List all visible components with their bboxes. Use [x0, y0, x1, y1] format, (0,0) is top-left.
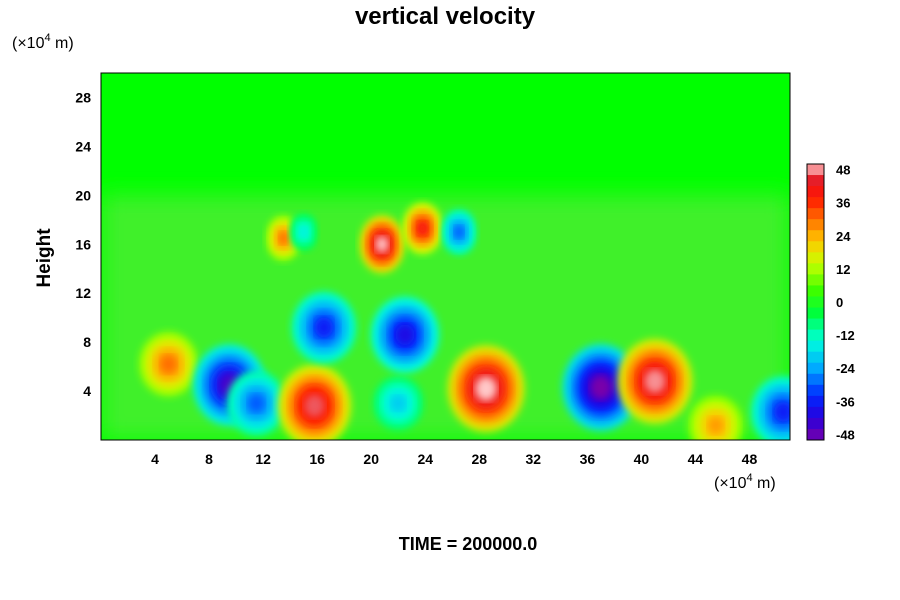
colorbar-segment: [807, 296, 824, 309]
colorbar-segment: [807, 329, 824, 342]
contour-ring: [391, 395, 406, 411]
feature-updraft: [402, 202, 443, 255]
colorbar-segment: [807, 384, 824, 397]
y-tick-label: 8: [83, 334, 91, 350]
colorbar-segment: [807, 362, 824, 375]
x-tick-label: 20: [363, 451, 379, 467]
colorbar-segment: [807, 274, 824, 286]
contour-ring: [304, 394, 325, 418]
contour-ring: [395, 324, 415, 346]
y-tick-label: 4: [83, 383, 91, 399]
feature-updraft: [617, 338, 693, 424]
y-tick-label: 16: [75, 236, 91, 252]
colorbar-tick-labels: 48 36 24 12 0 -12 -24 -36 -48: [836, 163, 856, 443]
colorbar-segment: [807, 351, 824, 364]
colorbar-tick-label: 48: [836, 163, 850, 178]
y-tick-label: 28: [75, 89, 91, 105]
plot-frame: [100, 72, 791, 441]
colorbar-tick-label: -36: [836, 394, 855, 409]
feature-updraft: [447, 345, 525, 433]
colorbar-tick-label: 36: [836, 196, 850, 211]
x-unit-label: (×104 m): [714, 472, 776, 492]
feature-downdraft: [373, 376, 424, 431]
colorbar-tick-label: -12: [836, 328, 855, 343]
feature-updraft: [688, 395, 744, 440]
colorbar-tick-label: -48: [836, 427, 855, 442]
contour-ring: [160, 355, 177, 374]
plot-area: [101, 73, 790, 440]
feature-downdraft: [370, 296, 439, 373]
y-tick-label: 24: [75, 138, 91, 154]
colorbar-tick-label: 24: [836, 229, 851, 244]
colorbar-segment: [807, 263, 824, 275]
colorbar-segment: [807, 373, 824, 386]
colorbar-segment: [807, 197, 824, 209]
contour-ring: [314, 317, 333, 338]
contour-ring: [644, 369, 666, 394]
x-tick-label: 16: [309, 451, 325, 467]
velocity-features: [139, 202, 790, 440]
x-tick-label: 40: [634, 451, 650, 467]
x-tick-label: 4: [151, 451, 159, 467]
feature-downdraft: [226, 370, 286, 436]
y-axis-label: Height: [34, 228, 55, 288]
colorbar-segment: [807, 406, 824, 419]
chart-title: vertical velocity: [355, 3, 536, 30]
colorbar-segment: [807, 428, 824, 441]
contour-ring: [475, 376, 497, 401]
colorbar-segment: [807, 164, 824, 176]
y-tick-label: 20: [75, 187, 91, 203]
colorbar-tick-label: 0: [836, 295, 843, 310]
colorbar-segment: [807, 285, 824, 297]
x-tick-label: 24: [417, 451, 433, 467]
contour-ring: [590, 375, 612, 400]
y-tick-labels: 4 8 12 16 20 24 28: [75, 89, 91, 399]
y-tick-label: 12: [75, 285, 91, 301]
colorbar-segment: [807, 186, 824, 198]
colorbar-segment: [807, 252, 824, 264]
colorbar-segment: [807, 208, 824, 220]
contour-ring: [299, 226, 308, 238]
colorbar: [806, 163, 825, 441]
contour-ring: [375, 236, 389, 253]
colorbar-segment: [807, 219, 824, 231]
time-label: TIME = 200000.0: [399, 534, 538, 554]
colorbar-segment: [807, 395, 824, 408]
feature-downdraft: [291, 291, 357, 364]
x-tick-label: 12: [255, 451, 271, 467]
x-tick-labels: 4 8 12 16 20 24 28 32 36 40 44 48: [151, 451, 757, 467]
colorbar-frame: [806, 163, 825, 441]
colorbar-tick-label: 12: [836, 262, 850, 277]
x-tick-label: 8: [205, 451, 213, 467]
colorbar-segment: [807, 340, 824, 353]
colorbar-segment: [807, 230, 824, 242]
x-tick-label: 36: [580, 451, 596, 467]
colorbar-segment: [807, 318, 824, 331]
colorbar-segment: [807, 417, 824, 430]
x-tick-label: 44: [688, 451, 704, 467]
feature-updraft: [277, 364, 352, 440]
feature-downdraft: [751, 376, 790, 440]
y-unit-label: (×104 m): [12, 32, 74, 52]
feature-updraft: [139, 331, 199, 397]
colorbar-segment: [807, 307, 824, 320]
colorbar-segment: [807, 175, 824, 187]
contour-ring: [416, 221, 429, 236]
contour-ring: [707, 416, 724, 434]
feature-downdraft: [289, 213, 318, 251]
contour-ring: [774, 401, 790, 422]
feature-updraft: [359, 215, 405, 274]
contour-ring: [454, 225, 464, 239]
x-tick-label: 32: [526, 451, 542, 467]
colorbar-segment: [807, 241, 824, 253]
colorbar-tick-label: -24: [836, 361, 856, 376]
contour-ring: [278, 231, 289, 245]
x-tick-label: 48: [742, 451, 758, 467]
feature-downdraft: [441, 209, 477, 256]
x-tick-label: 28: [471, 451, 487, 467]
contour-ring: [248, 394, 265, 413]
